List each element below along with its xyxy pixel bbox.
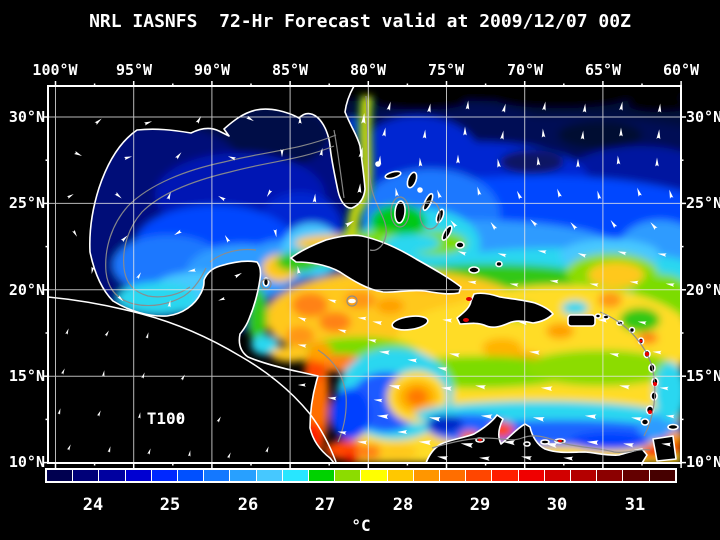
- lon-label-100w: 100°W: [32, 61, 78, 79]
- colorbar-segment: [597, 470, 623, 481]
- colorbar-segment: [125, 470, 151, 481]
- colorbar-segment: [649, 470, 675, 481]
- lon-label-60w: 60°W: [662, 61, 700, 79]
- bahamas-islands: [375, 161, 503, 274]
- colorbar-tick-29: 29: [469, 495, 491, 515]
- colorbar-tick-30: 30: [546, 495, 568, 515]
- lon-label-90w: 90°W: [193, 61, 231, 79]
- plot-title: NRL IASNFS 72-Hr Forecast valid at 2009/…: [89, 11, 631, 32]
- lon-label-75w: 75°W: [427, 61, 465, 79]
- colorbar-segment: [571, 470, 597, 481]
- colorbar-tick-28: 28: [392, 495, 414, 515]
- lon-label-95w: 95°W: [115, 61, 153, 79]
- colorbar-tick-25: 25: [159, 495, 181, 515]
- colorbar-segment: [413, 470, 440, 481]
- colorbar-tick-31: 31: [624, 495, 646, 515]
- colorbar-tick-26: 26: [237, 495, 259, 515]
- lat-label-left-20n: 20°N: [8, 281, 45, 299]
- lat-label-left-15n: 15°N: [8, 367, 45, 385]
- island-tobago: [667, 423, 679, 431]
- colorbar-segment: [623, 470, 649, 481]
- island-jamaica: [391, 315, 429, 331]
- colorbar-segment: [361, 470, 387, 481]
- colorbar-segment: [73, 470, 99, 481]
- colorbar-segment: [518, 470, 544, 481]
- lat-label-right-25n: 25°N: [686, 194, 720, 212]
- colorbar-segment: [204, 470, 230, 481]
- lon-label-85w: 85°W: [271, 61, 309, 79]
- colorbar-segment: [151, 470, 178, 481]
- colorbar-unit: °C: [351, 516, 371, 535]
- lat-label-left-30n: 30°N: [8, 108, 45, 126]
- map-frame: [43, 81, 686, 468]
- lon-label-65w: 65°W: [584, 61, 622, 79]
- colorbar-segment: [466, 470, 492, 481]
- island-cayman: [348, 298, 356, 304]
- land-masses: [48, 86, 679, 463]
- colorbar: [45, 468, 677, 483]
- colorbar-segment: [282, 470, 309, 481]
- colorbar-segment: [230, 470, 256, 481]
- island-puerto-rico: [567, 314, 596, 327]
- colorbar-tick-27: 27: [314, 495, 336, 515]
- lon-label-80w: 80°W: [349, 61, 387, 79]
- colorbar-segment: [335, 470, 361, 481]
- colorbar-tick-24: 24: [82, 495, 104, 515]
- colorbar-segment: [387, 470, 413, 481]
- lat-label-left-10n: 10°N: [8, 453, 45, 471]
- lat-label-right-20n: 20°N: [686, 281, 720, 299]
- colorbar-segment: [178, 470, 204, 481]
- colorbar-segment: [492, 470, 518, 481]
- colorbar-segment: [440, 470, 466, 481]
- colorbar-segment: [99, 470, 125, 481]
- lat-label-right-15n: 15°N: [686, 367, 720, 385]
- colorbar-segment: [47, 470, 73, 481]
- map-annotation: T100: [147, 409, 186, 428]
- island-cozumel: [262, 277, 270, 287]
- grid-lines: [48, 86, 681, 463]
- lat-label-right-10n: 10°N: [686, 453, 720, 471]
- current-arrows: [57, 100, 675, 461]
- lon-label-70w: 70°W: [506, 61, 544, 79]
- island-hotspots: [463, 297, 657, 443]
- colorbar-segment: [309, 470, 335, 481]
- island-cuba: [290, 234, 462, 295]
- pacific-coastline: [48, 296, 337, 463]
- bathymetry-contours: [105, 95, 656, 454]
- south-america: [425, 414, 648, 463]
- island-trinidad: [652, 435, 677, 462]
- north-central-america: [48, 86, 366, 463]
- lat-label-right-30n: 30°N: [686, 108, 720, 126]
- island-hispaniola: [456, 292, 554, 328]
- colorbar-segment: [544, 470, 571, 481]
- colorbar-segment: [256, 470, 282, 481]
- lat-label-left-25n: 25°N: [8, 194, 45, 212]
